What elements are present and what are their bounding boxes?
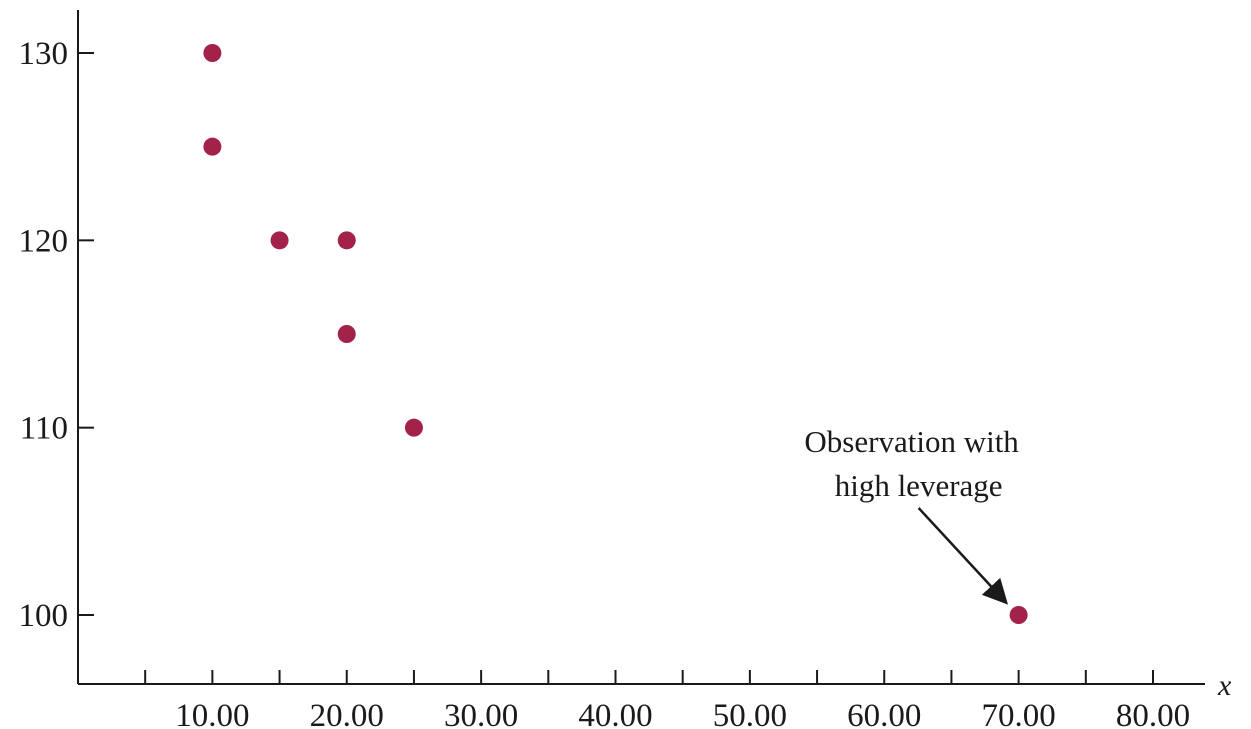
x-tick-label: 80.00: [1116, 698, 1190, 729]
data-point: [337, 231, 356, 250]
data-point: [203, 44, 222, 62]
x-tick-label: 70.00: [982, 698, 1056, 729]
data-points: [203, 44, 1028, 624]
y-tick-label: 120: [19, 223, 69, 259]
x-tick-label: 30.00: [444, 698, 518, 729]
x-tick-label: 60.00: [847, 698, 921, 729]
annotation-arrow: [917, 507, 1009, 605]
data-point: [337, 325, 356, 343]
data-point: [1009, 606, 1028, 624]
x-tick-label: 50.00: [713, 698, 787, 729]
x-axis-title: x: [1217, 669, 1232, 702]
y-axis-ticks: 100 110 120 130: [19, 36, 94, 634]
data-point: [270, 231, 289, 250]
x-tick-label: 20.00: [310, 698, 384, 729]
x-axis-ticks: 10.00 20.00 30.00 40.00 50.00 60.00 70.00 80.00: [144, 670, 1190, 729]
y-tick-label: 130: [19, 36, 69, 72]
annotation-text-line-1: Observation with: [804, 424, 1019, 459]
x-tick-label: 10.00: [175, 698, 249, 729]
x-tick-label: 40.00: [578, 698, 652, 729]
annotation-text-line-2: high leverage: [835, 468, 1003, 503]
data-point: [203, 137, 222, 156]
annotation: Observation with high leverage: [804, 424, 1019, 605]
y-tick-label: 110: [20, 411, 68, 447]
y-tick-label: 100: [19, 598, 69, 634]
axes: 10.00 20.00 30.00 40.00 50.00 60.00 70.00 80.00…: [19, 10, 1232, 729]
data-point: [404, 418, 423, 437]
